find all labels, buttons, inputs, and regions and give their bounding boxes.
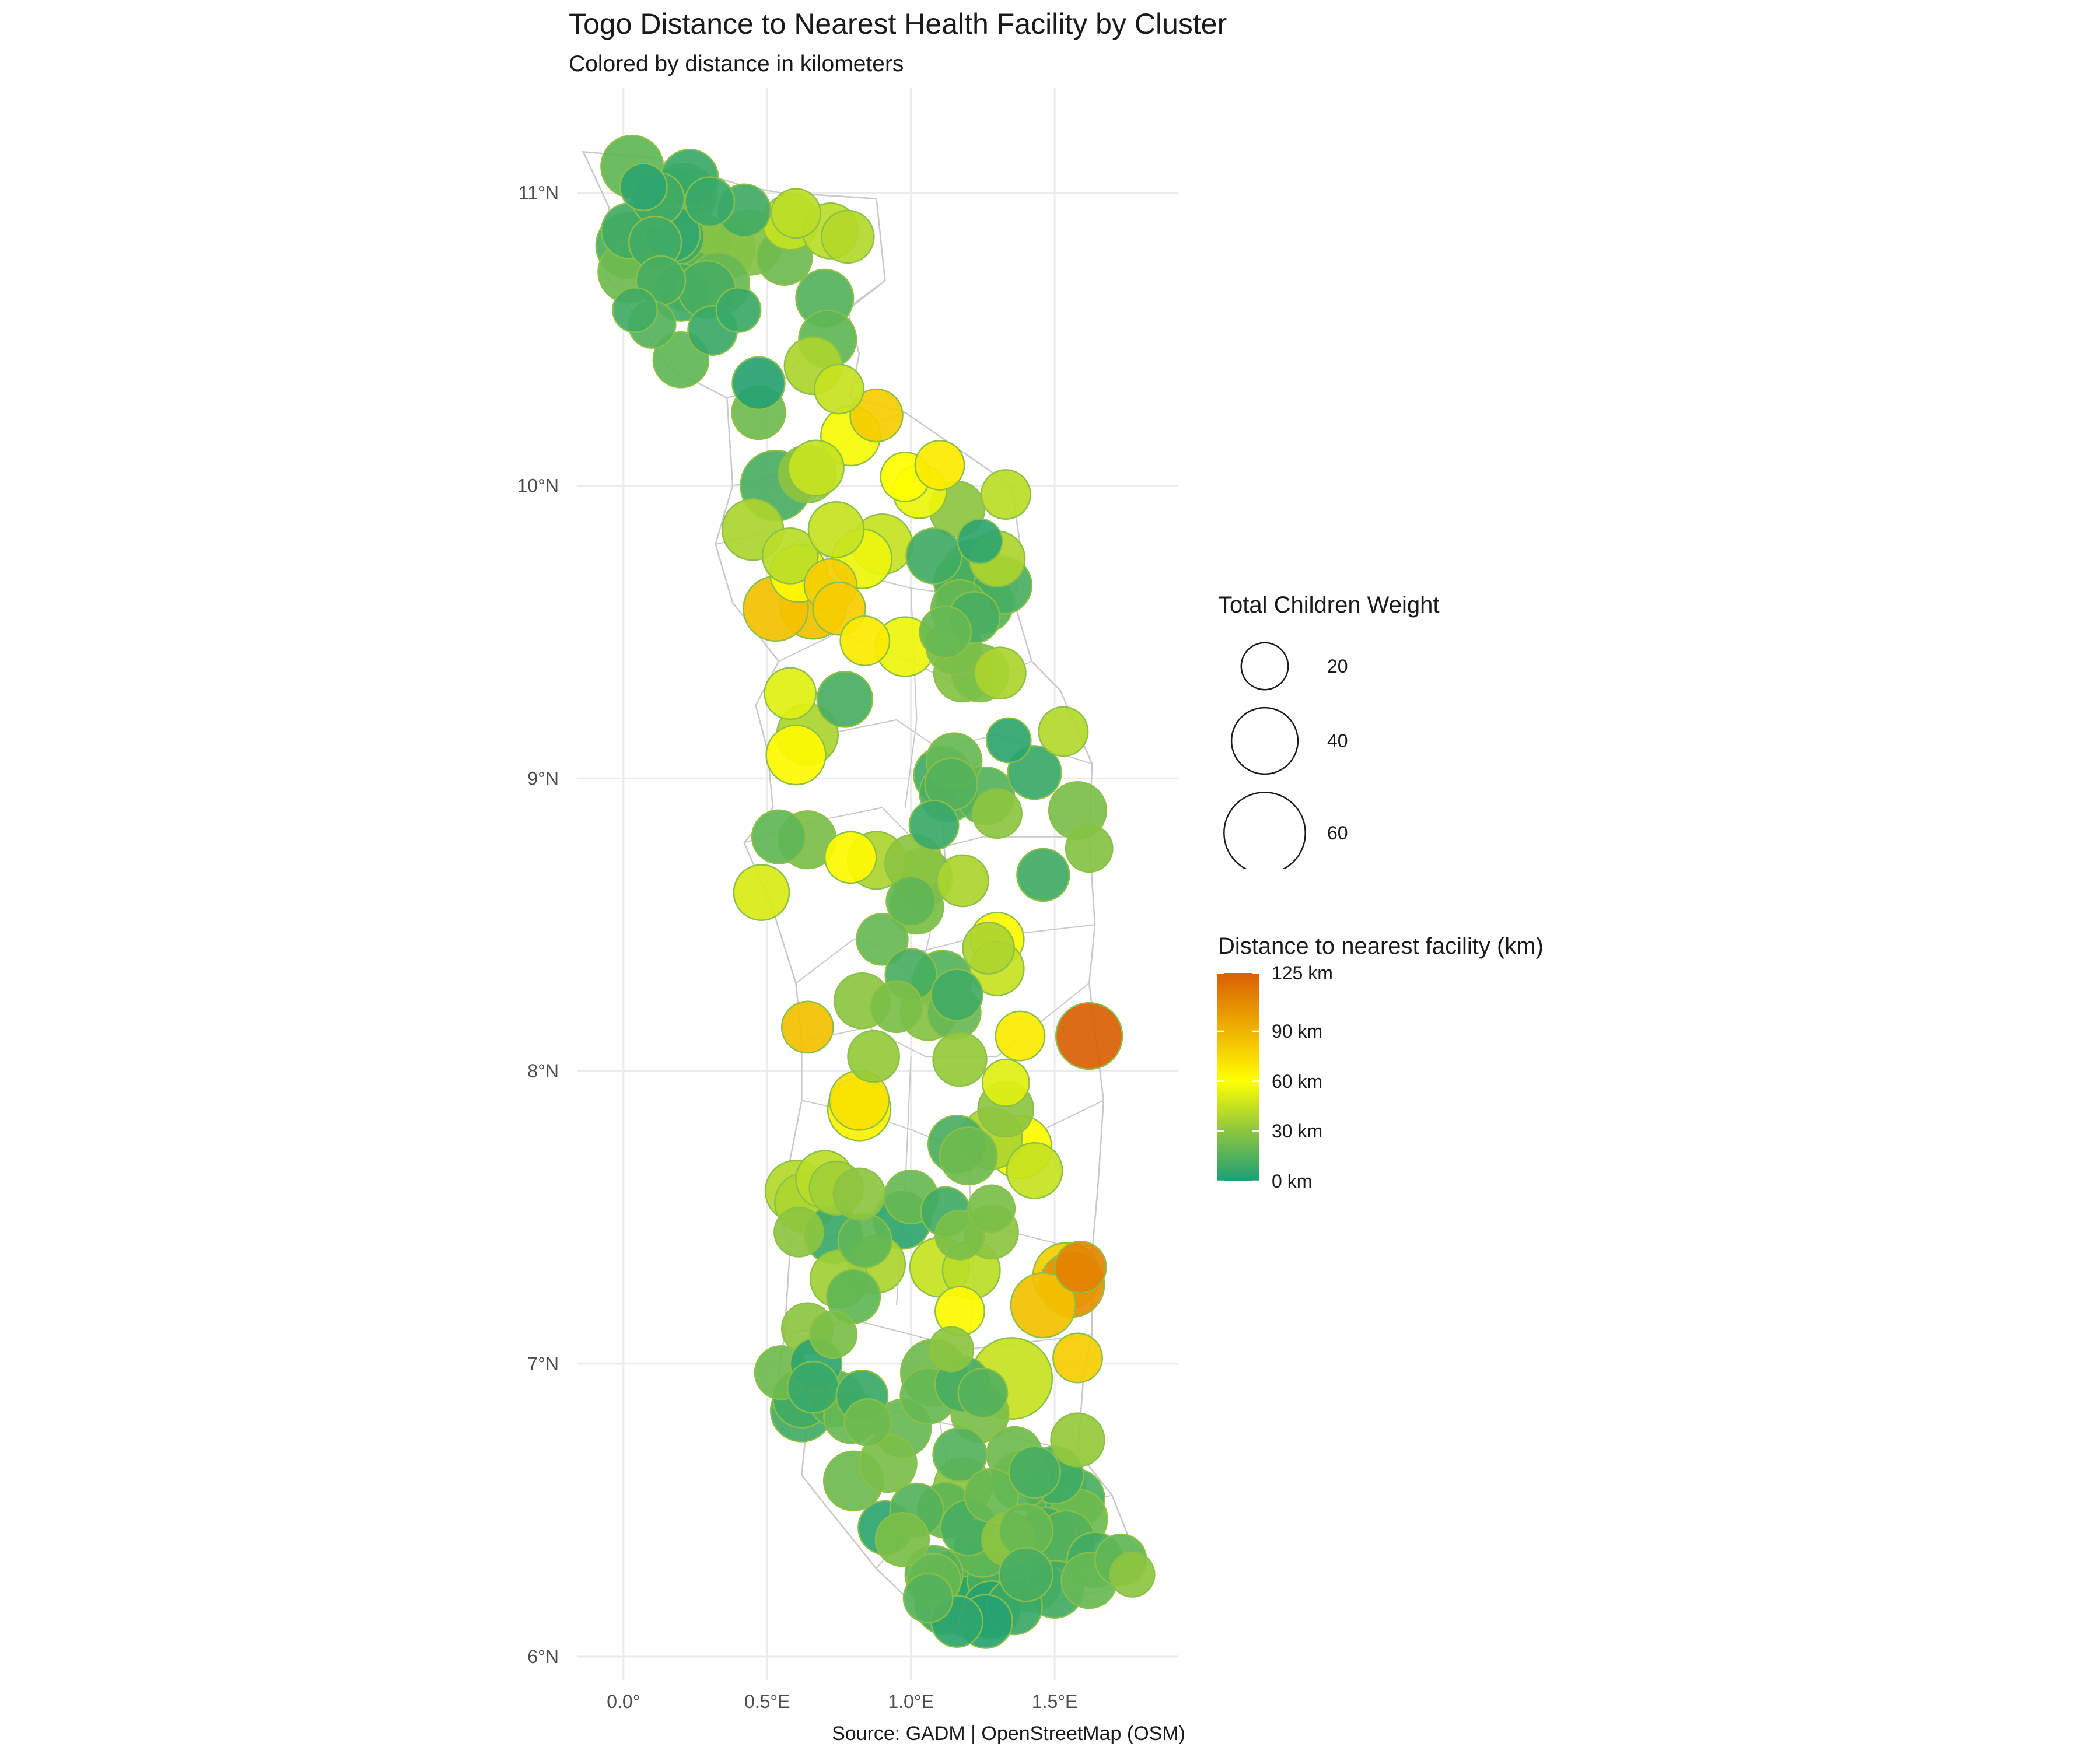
x-tick-label-3: 1.5°E [1032,1691,1078,1712]
color-legend-label-2: 60 km [1272,1070,1323,1092]
x-tick-label-1: 0.5°E [744,1691,790,1712]
y-tick-label-3: 9°N [527,768,559,789]
cluster-point-70 [919,606,972,659]
cluster-point-75 [764,667,817,720]
cluster-points [595,135,1156,1649]
source-caption: Source: GADM | OpenStreetMap (OSM) [832,1723,1185,1745]
cluster-point-125 [939,1126,998,1186]
color-legend-title: Distance to nearest facility (km) [1218,933,1544,959]
size-legend-label-0: 20 [1327,656,1348,677]
cluster-point-89 [908,800,960,851]
cluster-point-211 [998,1547,1054,1602]
cluster-point-134 [967,1184,1016,1233]
cluster-point-108 [930,968,984,1022]
cluster-point-92 [824,831,877,884]
y-tick-label-0: 6°N [527,1646,559,1667]
size-legend-title: Total Children Weight [1218,592,1440,618]
map-title: Togo Distance to Nearest Health Facility… [569,8,1227,40]
cluster-point-172 [932,1427,988,1482]
cluster-point-104 [962,922,1016,975]
cluster-point-102 [856,912,909,966]
cluster-point-115 [1055,1002,1124,1070]
cluster-point-154 [1052,1332,1103,1384]
cluster-point-193 [874,1511,930,1567]
y-tick-label-4: 10°N [517,475,559,496]
cluster-point-168 [844,1398,892,1447]
x-tick-label-2: 1.0°E [888,1691,934,1712]
cluster-point-38 [849,388,904,443]
cluster-point-137 [837,1213,892,1269]
cluster-point-113 [780,1000,834,1054]
cluster-point-96 [936,854,989,908]
size-legend-key-2 [1223,792,1306,869]
cluster-point-114 [995,1010,1046,1062]
cluster-point-27 [612,286,659,333]
cluster-point-44 [914,439,965,491]
cluster-point-78 [765,724,827,786]
cluster-point-66 [839,615,891,666]
color-legend-label-1: 30 km [1272,1121,1323,1142]
cluster-point-130 [832,1167,886,1221]
cluster-point-117 [932,1031,988,1087]
cluster-point-126 [1006,1142,1063,1199]
x-tick-label-0: 0.0° [607,1691,640,1712]
cluster-point-35 [732,356,786,411]
axis-labels: 0.0° 0.5°E 1.0°E 1.5°E 6°N 7°N 8°N 9°N 10°N 11°N [517,183,1078,1712]
cluster-point-53 [905,527,963,584]
cluster-point-17 [771,188,821,239]
y-tick-label-2: 8°N [527,1060,559,1082]
cluster-point-88 [972,788,1023,839]
map-subtitle: Colored by distance in kilometers [569,51,904,76]
cluster-point-54 [957,518,1003,565]
cluster-point-42 [788,439,845,497]
cluster-point-197 [1109,1551,1156,1598]
cluster-point-153 [928,1326,975,1373]
cluster-point-213 [902,1573,954,1623]
cluster-point-81 [1038,706,1089,757]
cluster-point-99 [733,864,790,921]
cluster-point-146 [1054,1241,1107,1294]
size-legend [1223,642,1306,869]
cluster-point-6 [684,176,736,228]
cluster-point-49 [761,527,819,584]
cluster-point-90 [751,809,807,864]
color-legend-label-3: 90 km [1272,1020,1323,1042]
color-legend-label-0: 0 km [1272,1171,1312,1192]
cluster-point-165 [957,1367,1009,1419]
cluster-point-97 [1016,848,1070,902]
cluster-point-110 [870,980,923,1034]
cluster-point-135 [774,1206,824,1258]
cluster-point-159 [786,1360,840,1414]
cluster-point-50 [807,501,865,558]
cluster-point-174 [1008,1446,1061,1499]
cluster-point-80 [985,717,1032,764]
cluster-point-76 [816,670,874,728]
y-tick-label-1: 7°N [527,1353,559,1374]
cluster-point-36 [814,363,864,415]
color-legend-label-4: 125 km [1272,963,1333,984]
cluster-point-118 [981,1058,1030,1107]
cluster-point-74 [974,646,1027,700]
cluster-point-98 [1065,824,1114,873]
size-legend-key-1 [1230,706,1299,775]
cluster-point-20 [821,209,875,264]
cluster-point-149 [1010,1272,1077,1339]
size-legend-key-0 [1240,642,1289,691]
cluster-point-171 [1050,1412,1105,1468]
cluster-point-1 [619,163,668,212]
cluster-point-100 [886,876,937,927]
cluster-point-116 [847,1030,900,1083]
cluster-point-152 [809,1310,858,1359]
color-legend-bar [1217,972,1259,1182]
cluster-point-47 [980,469,1031,520]
y-tick-label-5: 11°N [519,183,559,204]
size-legend-label-1: 40 [1327,730,1348,751]
size-legend-label-2: 60 [1327,822,1348,844]
cluster-point-31 [715,286,762,333]
color-ramp [1217,973,1259,1181]
